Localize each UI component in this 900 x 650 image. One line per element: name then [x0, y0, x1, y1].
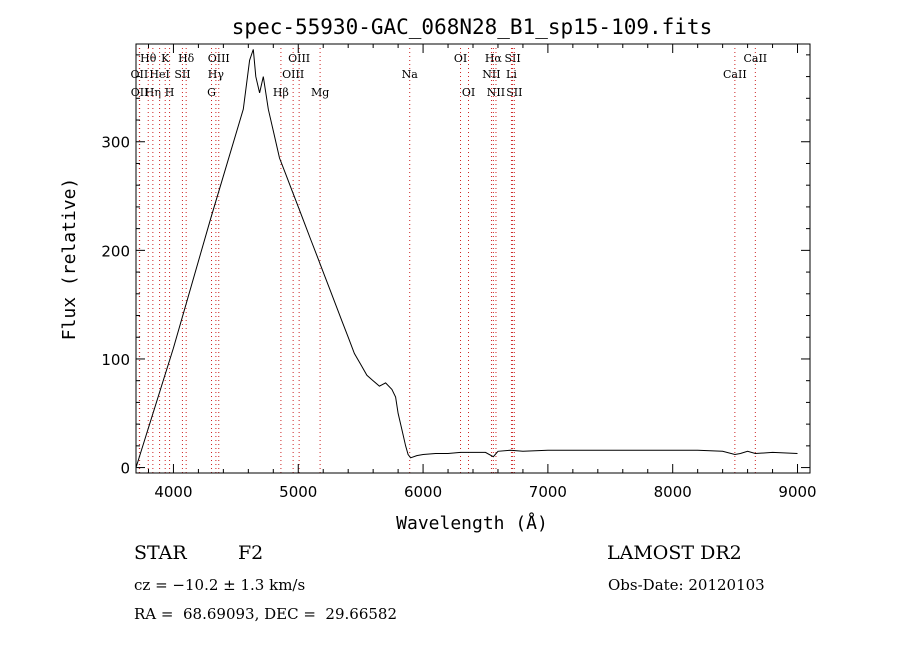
y-tick-label: 0	[120, 460, 130, 478]
line-label: G	[207, 86, 216, 99]
obs-date: Obs-Date: 20120103	[608, 576, 765, 594]
object-class: STAR	[134, 542, 187, 564]
spectral-subclass: F2	[238, 542, 264, 564]
line-label: Li	[506, 68, 517, 81]
plot-frame	[135, 43, 811, 474]
line-label: Hδ	[178, 52, 195, 65]
line-label: NII	[487, 86, 505, 99]
line-label: Hβ	[273, 86, 289, 99]
line-label: OI	[454, 52, 467, 65]
line-label: H	[165, 86, 175, 99]
line-label: CaII	[723, 68, 747, 81]
line-label: Na	[402, 68, 419, 81]
line-label: SII	[174, 68, 190, 81]
line-label: NII	[482, 68, 500, 81]
line-label: SII	[506, 86, 522, 99]
y-axis-ticks: 0 100 200 300	[101, 54, 810, 478]
line-label: Hα	[485, 52, 503, 65]
x-axis-label: Wavelength (Å)	[396, 512, 548, 534]
line-label: HeI	[149, 68, 169, 81]
line-label: OII	[131, 86, 149, 99]
line-label: Hθ	[140, 52, 157, 65]
chart-title: spec-55930-GAC_068N28_B1_sp15-109.fits	[232, 15, 712, 39]
spectrum-line	[135, 49, 798, 468]
survey-name: LAMOST DR2	[607, 542, 742, 564]
coordinates: RA = 68.69093, DEC = 29.66582	[134, 605, 398, 623]
line-label: Hη	[145, 86, 161, 99]
x-tick-label: 7000	[529, 483, 567, 501]
line-label: K	[161, 52, 170, 65]
x-tick-label: 8000	[654, 483, 692, 501]
y-tick-label: 100	[101, 351, 130, 369]
spectrum-series	[135, 49, 798, 468]
x-tick-label: 9000	[778, 483, 816, 501]
redshift-info: cz = −10.2 ± 1.3 km/s	[134, 576, 306, 594]
x-tick-label: 5000	[279, 483, 317, 501]
line-label: OIII	[288, 52, 310, 65]
line-label: Mg	[311, 86, 329, 99]
line-label: Hγ	[208, 68, 225, 81]
x-tick-label: 4000	[154, 483, 192, 501]
y-axis-label: Flux (relative)	[59, 178, 80, 341]
x-axis-ticks: 4000 5000 6000 7000 8000 9000	[147, 44, 817, 501]
line-label: SII	[504, 52, 520, 65]
y-tick-label: 300	[101, 134, 130, 152]
line-label: OI	[462, 86, 475, 99]
y-tick-label: 200	[101, 242, 130, 260]
line-label: OIII	[282, 68, 304, 81]
x-tick-label: 6000	[404, 483, 442, 501]
line-label: CaII	[743, 52, 767, 65]
line-label: OII	[131, 68, 149, 81]
line-label: OIII	[208, 52, 230, 65]
